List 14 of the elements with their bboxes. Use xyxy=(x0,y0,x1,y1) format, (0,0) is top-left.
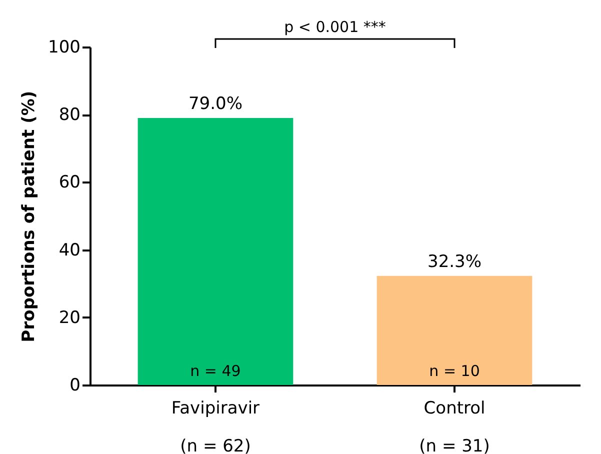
text: p < 0.001 *** xyxy=(284,18,386,36)
data-label: 32.3% xyxy=(428,252,482,272)
y-tick-label: 100 xyxy=(48,38,80,58)
x-tick-label: Favipiravir (n = 62) xyxy=(171,398,260,454)
y-tick-label: 60 xyxy=(58,172,80,193)
y-axis-title: Proportions of patient (%) xyxy=(19,90,40,342)
y-tick-label: 80 xyxy=(58,105,80,126)
x-tick-label: Control (n = 31) xyxy=(419,398,490,454)
data-label: 79.0% xyxy=(188,94,242,114)
y-tick-label: 0 xyxy=(70,376,80,396)
y-tick-label: 40 xyxy=(58,240,80,260)
annotation: n = 49 xyxy=(190,362,241,380)
y-tick-label: 20 xyxy=(58,308,80,328)
annotation: n = 10 xyxy=(429,362,480,380)
